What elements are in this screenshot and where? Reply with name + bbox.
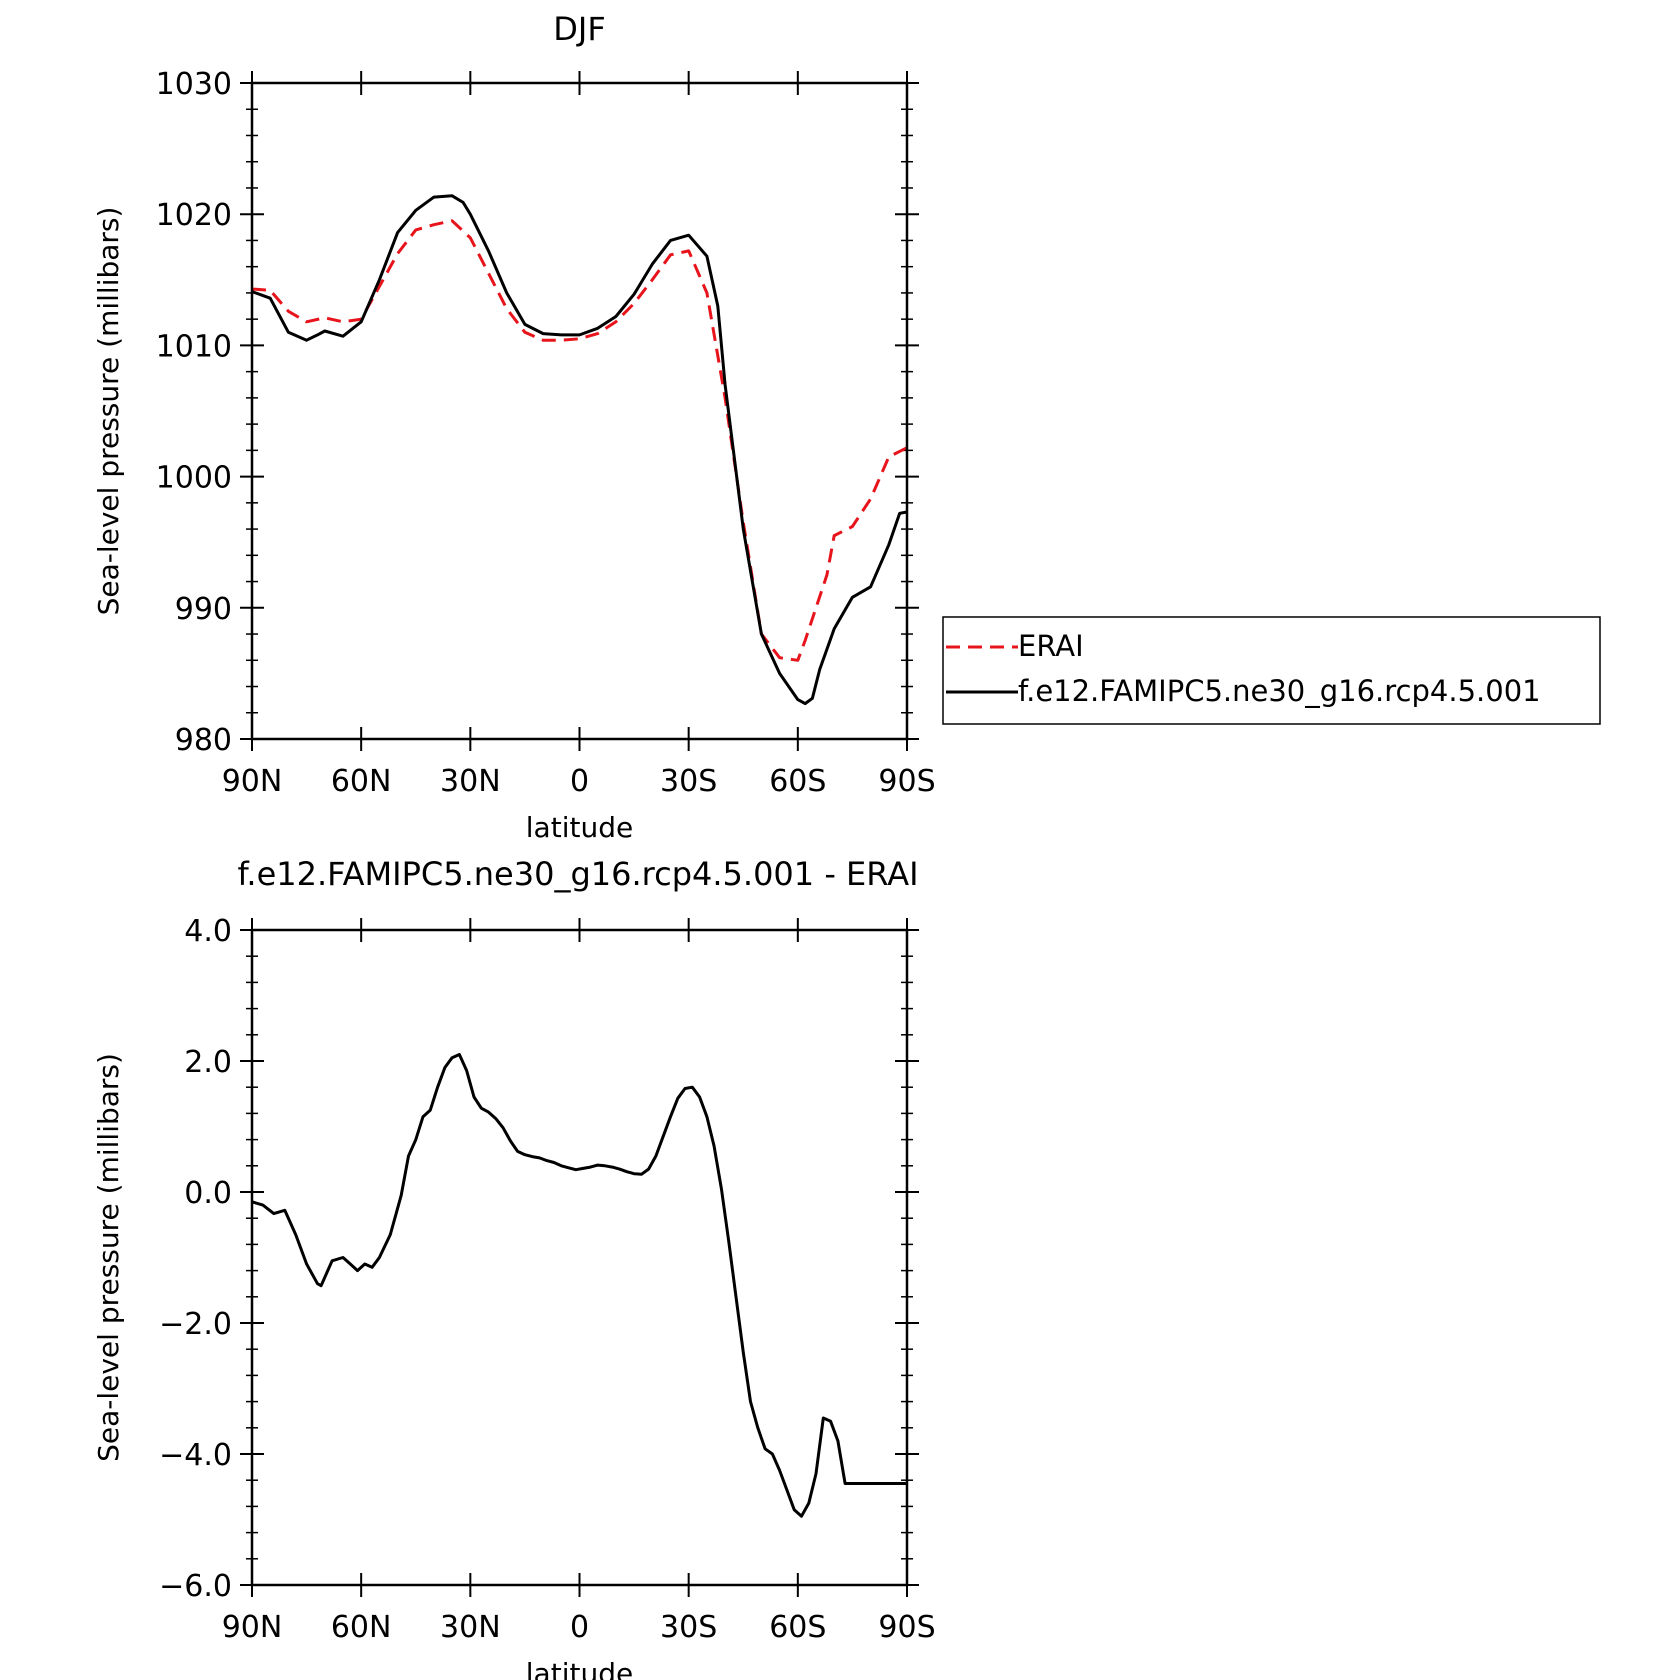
x-tick-label: 60S (769, 764, 826, 799)
y-tick-label: 1000 (156, 461, 232, 496)
x-tick-label: 30S (660, 764, 717, 799)
plot-frame (250, 928, 909, 1587)
y-axis-title: Sea-level pressure (millibars) (92, 1053, 125, 1462)
ticks: 980 990 1000 1010 1020 1030 90N 60N 30N 0 30S 60S 90… (156, 67, 936, 799)
chart-title: DJF (553, 10, 605, 48)
series-lines (251, 1053, 907, 1518)
series-lines (251, 194, 908, 706)
chart-title: f.e12.FAMIPC5.ne30_g16.rcp4.5.001 - ERAI (237, 855, 918, 893)
y-tick-label: 980 (175, 723, 232, 758)
y-tick-label: 990 (175, 592, 232, 627)
x-axis-title: latitude (526, 811, 633, 844)
y-tick-label: 1030 (156, 67, 232, 102)
x-tick-label: 30N (440, 764, 501, 799)
y-tick-label: 4.0 (184, 914, 232, 949)
x-tick-label: 60S (769, 1610, 826, 1645)
series-line-model (251, 194, 908, 706)
y-tick-label: −4.0 (159, 1438, 232, 1473)
x-tick-label: 60N (331, 764, 392, 799)
legend-box (942, 616, 1601, 725)
legend-label-erai: ERAI (1018, 629, 1084, 663)
bottom-panel: f.e12.FAMIPC5.ne30_g16.rcp4.5.001 - ERAI… (92, 855, 936, 1680)
y-tick-label: −6.0 (159, 1569, 232, 1604)
x-tick-label: 90S (878, 764, 935, 799)
x-axis-title: latitude (526, 1657, 633, 1680)
x-tick-label: 90N (222, 764, 283, 799)
y-tick-label: 0.0 (184, 1176, 232, 1211)
legend: ERAI f.e12.FAMIPC5.ne30_g16.rcp4.5.001 (942, 616, 1601, 725)
y-tick-label: 1010 (156, 329, 232, 364)
top-panel: DJF Sea-level pressure (millibars) latit… (92, 10, 936, 844)
series-line-difference (251, 1053, 907, 1518)
x-tick-label: 30N (440, 1610, 501, 1645)
series-line-erai (251, 219, 908, 662)
y-tick-label: 1020 (156, 198, 232, 233)
x-tick-label: 30S (660, 1610, 717, 1645)
x-tick-label: 0 (570, 764, 589, 799)
y-axis-title: Sea-level pressure (millibars) (92, 207, 125, 616)
x-tick-label: 90N (222, 1610, 283, 1645)
ticks: −6.0 −4.0 −2.0 0.0 2.0 4.0 90N 60N 30N 0 30S 60S 90S (159, 914, 935, 1645)
x-tick-label: 90S (878, 1610, 935, 1645)
y-tick-label: 2.0 (184, 1045, 232, 1080)
legend-label-model: f.e12.FAMIPC5.ne30_g16.rcp4.5.001 (1018, 674, 1541, 708)
y-tick-label: −2.0 (159, 1307, 232, 1342)
x-tick-label: 0 (570, 1610, 589, 1645)
plot-frame (250, 81, 909, 741)
x-tick-label: 60N (331, 1610, 392, 1645)
